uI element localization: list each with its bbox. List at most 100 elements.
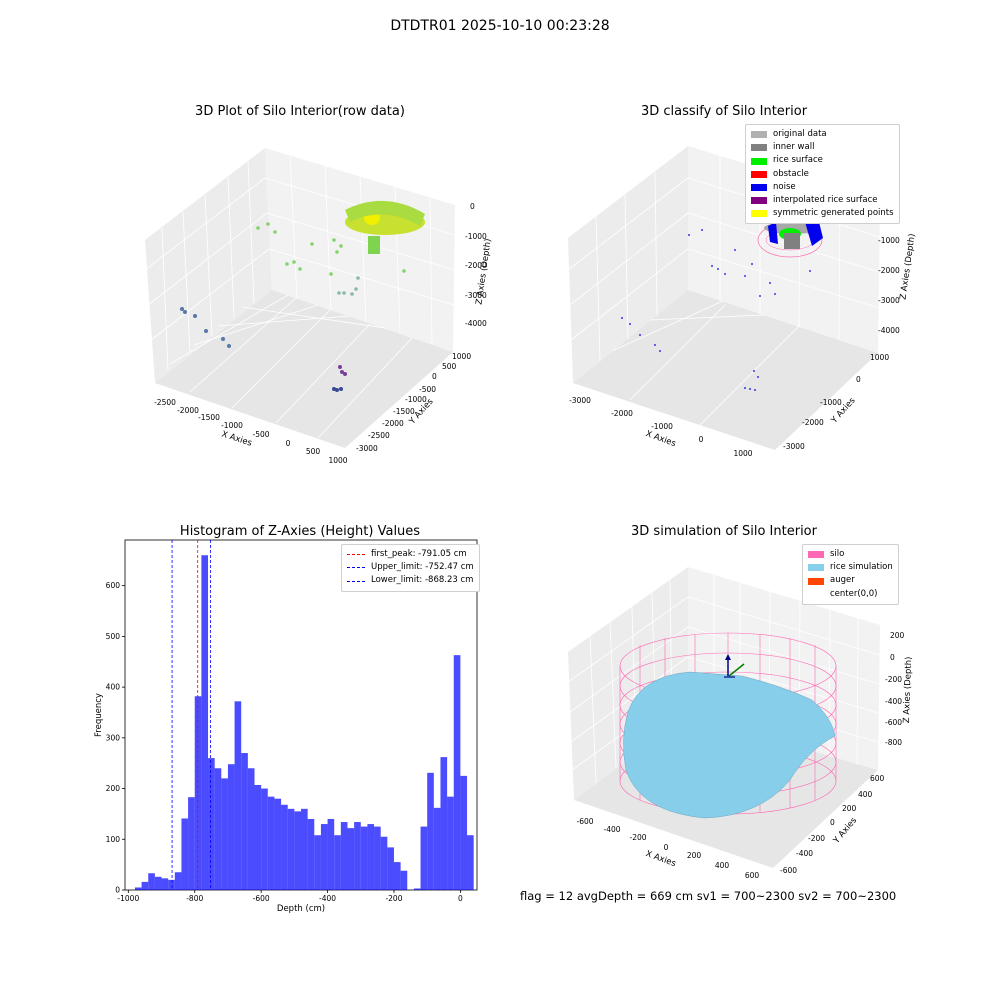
simulation-z-axis-label: Z Axies (Depth) (902, 656, 914, 723)
simulation-x-tick: 0 (664, 843, 669, 852)
histogram-bar (467, 835, 474, 890)
legend-item: Upper_limit: -752.47 cm (347, 561, 474, 574)
raw-x-tick: -1000 (221, 421, 243, 430)
histogram-bar (254, 785, 262, 890)
raw-y-tick: -2500 (368, 431, 390, 440)
raw-y-tick: -2000 (382, 419, 404, 428)
legend-item: interpolated rice surface (751, 194, 894, 207)
raw-y-tick: 0 (432, 372, 437, 381)
histogram-y-tick-label: 200 (106, 784, 121, 793)
histogram-bar (334, 835, 341, 890)
legend-item: symmetric generated points (751, 207, 894, 220)
classify-legend: original data inner wall rice surface ob… (745, 124, 900, 225)
classify-x-axis-label: X Axies (644, 429, 677, 449)
classify-z-tick: -4000 (878, 326, 900, 335)
histogram-bar (194, 696, 202, 890)
histogram-bar (241, 753, 248, 890)
legend-label: rice simulation (830, 562, 893, 573)
classify-x-tick: -3000 (569, 396, 591, 405)
histogram-bar (274, 798, 282, 890)
simulation-z-tick: -800 (885, 738, 902, 747)
legend-swatch (751, 157, 767, 165)
simulation-x-tick-labels: -600 -400 -200 0 200 400 600 (576, 817, 759, 880)
simulation-x-tick: 600 (745, 871, 760, 880)
histogram-bar (320, 824, 328, 890)
histogram-axes: -1000 -800 -600 -400 -200 0 0 100 200 300 400 500 6… (106, 539, 478, 903)
histogram-bar (420, 826, 428, 890)
classify-inner-wall (784, 233, 800, 249)
legend-label: center(0,0) (830, 588, 878, 599)
classify-x-tick-labels: -3000 -2000 -1000 0 1000 (569, 396, 753, 458)
histogram-x-tick-label: -600 (253, 894, 270, 903)
legend-item: rice simulation (808, 561, 893, 574)
histogram-bar (374, 826, 381, 890)
histogram-x-tick-label: -400 (319, 894, 336, 903)
histogram-bar (400, 870, 408, 890)
histogram-legend: first_peak: -791.05 cm Upper_limit: -752… (341, 544, 480, 592)
histogram-bar (168, 879, 175, 890)
legend-swatch (751, 131, 767, 139)
raw-x-tick: 0 (286, 439, 291, 448)
histogram-threshold-lines (171, 540, 211, 890)
simulation-z-tick: -600 (885, 718, 902, 727)
classify-noise-cluster-left (768, 222, 778, 244)
histogram-bar (447, 796, 454, 890)
histogram-x-tick-label: -200 (385, 894, 402, 903)
histogram-bar (360, 826, 368, 890)
histogram-bar (433, 807, 441, 890)
histogram-bar (247, 768, 255, 890)
raw-z-tick-labels: 0 -1000 -2000 -3000 -4000 (465, 202, 487, 328)
histogram-y-ticks: 0 100 200 300 400 500 600 (106, 581, 125, 895)
simulation-y-tick: 600 (870, 774, 885, 783)
legend-item: auger (808, 574, 893, 587)
raw-surface-stem (368, 236, 380, 254)
classify-z-tick: -3000 (878, 296, 900, 305)
legend-swatch (808, 564, 824, 572)
classify-z-tick-labels: 0 -1000 -2000 -3000 -4000 (878, 205, 900, 335)
histogram-y-tick-label: 500 (106, 632, 121, 641)
histogram-bars (134, 555, 474, 890)
legend-item: original data (751, 128, 894, 141)
simulation-z-tick: -200 (885, 675, 902, 684)
histogram-bar (154, 876, 162, 890)
simulation-rice-surface (623, 671, 836, 819)
histogram-bar (294, 811, 301, 890)
histogram-bar (281, 804, 288, 890)
raw-y-tick: -1500 (393, 407, 415, 416)
simulation-auger (724, 654, 745, 678)
raw-z-axis-label: Z Axies (Depth) (474, 238, 493, 305)
legend-swatch (751, 183, 767, 191)
raw-x-tick: -2000 (177, 406, 199, 415)
histogram-bar (314, 835, 321, 890)
legend-label: Lower_limit: -868.23 cm (371, 575, 474, 586)
raw-y-tick: -1000 (405, 395, 427, 404)
histogram-bar (301, 808, 308, 890)
histogram-bar (347, 828, 355, 890)
simulation-y-tick: 400 (858, 790, 873, 799)
classify-z-tick: -1000 (878, 236, 900, 245)
legend-item: inner wall (751, 141, 894, 154)
legend-item: Lower_limit: -868.23 cm (347, 574, 474, 587)
figure-title: DTDTR01 2025-10-10 00:23:28 (390, 18, 610, 34)
raw-z-tick: 0 (470, 202, 475, 211)
histogram-y-tick-label: 0 (115, 886, 120, 895)
histogram-bar (327, 818, 335, 890)
simulation-x-tick: -200 (629, 833, 646, 842)
legend-label: Upper_limit: -752.47 cm (371, 562, 474, 573)
simulation-legend: silo rice simulation auger center(0,0) (802, 544, 899, 605)
simulation-y-tick: -200 (808, 834, 825, 843)
histogram-bar (340, 822, 348, 890)
simulation-z-tick-labels: 200 0 -200 -400 -600 -800 (885, 631, 905, 747)
classify-y-tick: -1000 (820, 398, 842, 407)
histogram-bar (307, 818, 315, 890)
raw-y-tick-labels: 1000 500 0 -500 -1000 -1500 -2000 -2500 … (356, 352, 471, 453)
simulation-y-tick: -400 (796, 849, 813, 858)
legend-label: original data (773, 129, 827, 139)
legend-swatch (808, 577, 824, 585)
histogram-bar (201, 555, 209, 890)
raw-z-tick: -4000 (465, 319, 487, 328)
classify-noise-cluster (805, 218, 823, 246)
raw-y-tick: -3000 (356, 444, 378, 453)
legend-item: rice surface (751, 154, 894, 167)
simulation-x-axis-label: X Axies (644, 849, 677, 869)
